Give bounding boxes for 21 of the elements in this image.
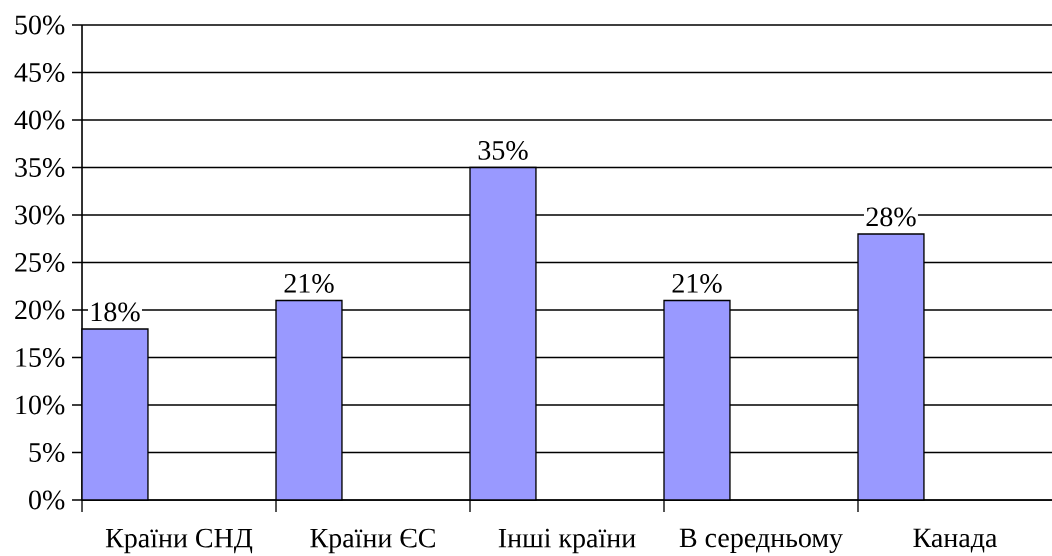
y-tick-label: 35%	[15, 158, 65, 177]
data-label: 35%	[478, 140, 528, 160]
x-tick-label: В середньому	[679, 528, 843, 554]
y-tick-label: 5%	[29, 443, 65, 462]
data-label: 21%	[284, 273, 334, 293]
data-label: 28%	[866, 207, 916, 227]
y-tick-label: 40%	[14, 110, 65, 130]
y-tick-label: 30%	[15, 205, 65, 225]
y-tick-label: 10%	[16, 395, 65, 415]
x-tick-label: Країни СНД	[105, 528, 253, 554]
x-tick-label: Країни ЄС	[310, 528, 435, 554]
y-tick-label: 20%	[15, 300, 65, 320]
y-tick-label: 0%	[29, 490, 65, 510]
y-tick-label: 15%	[16, 348, 65, 367]
data-label: 18%	[91, 302, 140, 322]
y-tick-label: 45%	[14, 63, 65, 82]
y-tick-label: 25%	[15, 253, 65, 272]
x-tick-label: Канада	[913, 528, 998, 553]
y-tick-label: 50%	[15, 15, 65, 35]
data-label: 21%	[672, 273, 722, 293]
x-tick-label: Інші країни	[498, 528, 636, 554]
